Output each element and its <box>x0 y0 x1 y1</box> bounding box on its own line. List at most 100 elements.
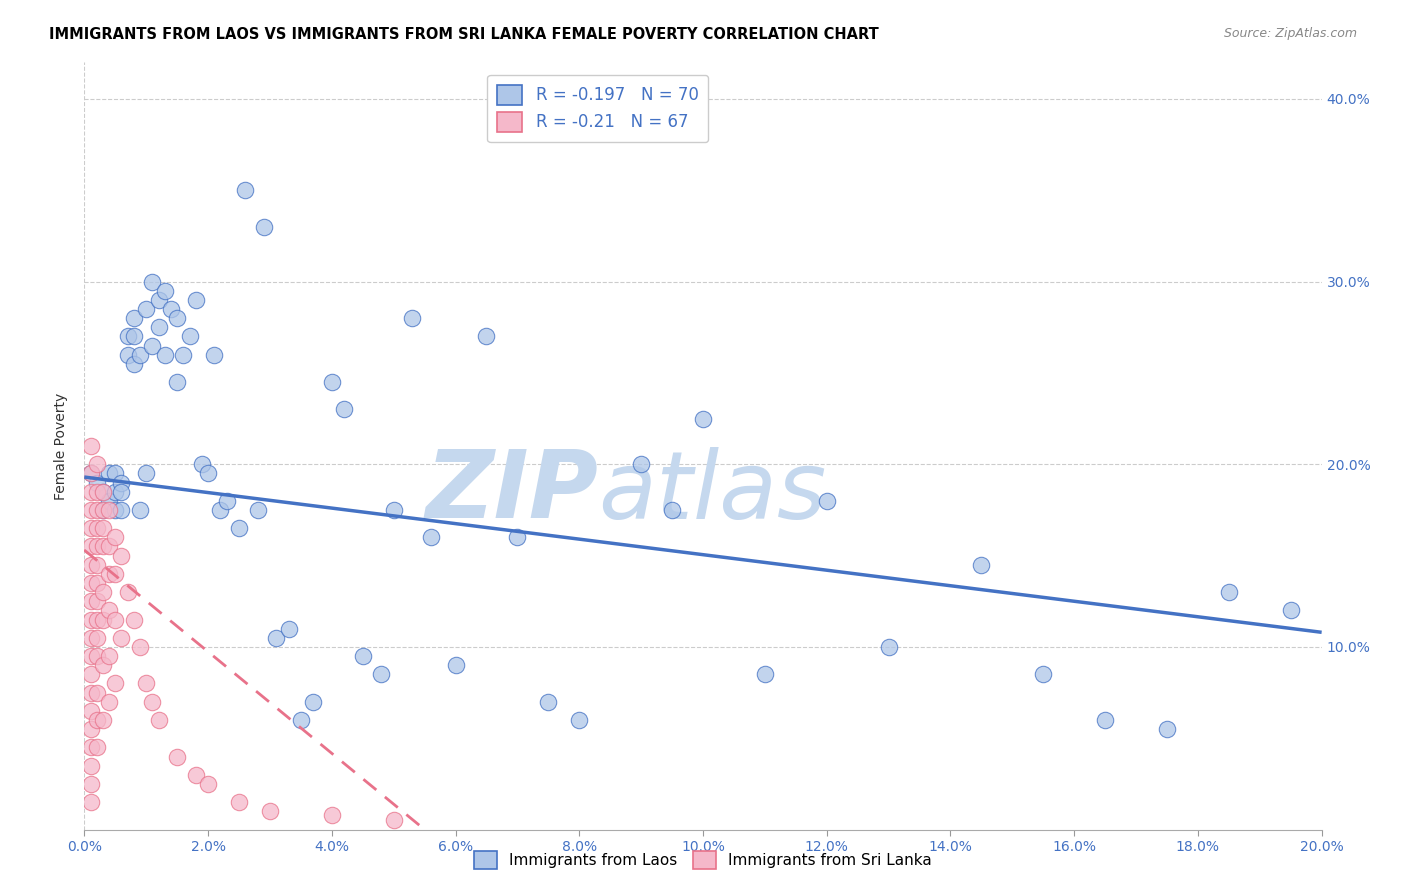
Point <box>79 722 101 736</box>
Point <box>1032 667 1054 681</box>
Point <box>86 521 108 535</box>
Point <box>91 713 114 727</box>
Point <box>79 558 101 572</box>
Point <box>98 566 121 581</box>
Point <box>117 585 139 599</box>
Point <box>970 558 993 572</box>
Point <box>91 503 114 517</box>
Point <box>160 301 183 316</box>
Text: Source: ZipAtlas.com: Source: ZipAtlas.com <box>1223 27 1357 40</box>
Point <box>79 631 101 645</box>
Point <box>321 808 343 822</box>
Point <box>129 640 152 654</box>
Point <box>104 467 127 481</box>
Point <box>98 503 121 517</box>
Point <box>197 467 219 481</box>
Point <box>91 613 114 627</box>
Point <box>166 311 188 326</box>
Point <box>98 695 121 709</box>
Point <box>1218 585 1240 599</box>
Point <box>104 566 127 581</box>
Point <box>141 338 163 352</box>
Point <box>568 713 591 727</box>
Point <box>98 493 121 508</box>
Point <box>79 795 101 809</box>
Point <box>86 685 108 699</box>
Point <box>79 439 101 453</box>
Legend: Immigrants from Laos, Immigrants from Sri Lanka: Immigrants from Laos, Immigrants from Sr… <box>468 845 938 875</box>
Point <box>104 676 127 690</box>
Point <box>166 749 188 764</box>
Point <box>79 576 101 591</box>
Point <box>184 768 207 782</box>
Point <box>104 484 127 499</box>
Point <box>86 576 108 591</box>
Point <box>179 329 201 343</box>
Point <box>506 530 529 544</box>
Point <box>86 558 108 572</box>
Point <box>79 613 101 627</box>
Point <box>110 549 132 563</box>
Point <box>382 503 405 517</box>
Point <box>129 503 152 517</box>
Point <box>1279 603 1302 617</box>
Point <box>86 613 108 627</box>
Text: atlas: atlas <box>598 447 827 538</box>
Point <box>86 713 108 727</box>
Point <box>419 530 441 544</box>
Point <box>148 713 170 727</box>
Point <box>537 695 560 709</box>
Point <box>110 631 132 645</box>
Point <box>117 348 139 362</box>
Point <box>86 457 108 471</box>
Point <box>141 275 163 289</box>
Point <box>148 293 170 307</box>
Point <box>86 594 108 608</box>
Point <box>79 685 101 699</box>
Point <box>122 311 145 326</box>
Point <box>122 357 145 371</box>
Point <box>110 484 132 499</box>
Point <box>172 348 194 362</box>
Point <box>401 311 423 326</box>
Point <box>79 540 101 554</box>
Point <box>79 777 101 791</box>
Point <box>79 467 101 481</box>
Point <box>321 375 343 389</box>
Point <box>117 329 139 343</box>
Point <box>370 667 392 681</box>
Point <box>91 540 114 554</box>
Point <box>79 503 101 517</box>
Point <box>148 320 170 334</box>
Point <box>86 503 108 517</box>
Point <box>86 484 108 499</box>
Point <box>692 411 714 425</box>
Point <box>277 622 299 636</box>
Text: IMMIGRANTS FROM LAOS VS IMMIGRANTS FROM SRI LANKA FEMALE POVERTY CORRELATION CHA: IMMIGRANTS FROM LAOS VS IMMIGRANTS FROM … <box>49 27 879 42</box>
Point <box>1156 722 1178 736</box>
Point <box>104 613 127 627</box>
Point <box>877 640 900 654</box>
Point <box>122 329 145 343</box>
Point <box>253 219 276 234</box>
Point <box>166 375 188 389</box>
Point <box>98 467 121 481</box>
Point <box>79 467 101 481</box>
Point <box>754 667 776 681</box>
Point <box>91 484 114 499</box>
Point <box>110 475 132 490</box>
Point <box>135 467 157 481</box>
Point <box>141 695 163 709</box>
Point <box>444 658 467 673</box>
Point <box>259 805 281 819</box>
Point <box>86 740 108 755</box>
Point <box>228 795 250 809</box>
Point <box>86 631 108 645</box>
Point <box>228 521 250 535</box>
Point <box>153 284 176 298</box>
Point <box>246 503 269 517</box>
Point <box>104 530 127 544</box>
Point <box>352 648 374 663</box>
Text: ZIP: ZIP <box>425 446 598 538</box>
Point <box>98 540 121 554</box>
